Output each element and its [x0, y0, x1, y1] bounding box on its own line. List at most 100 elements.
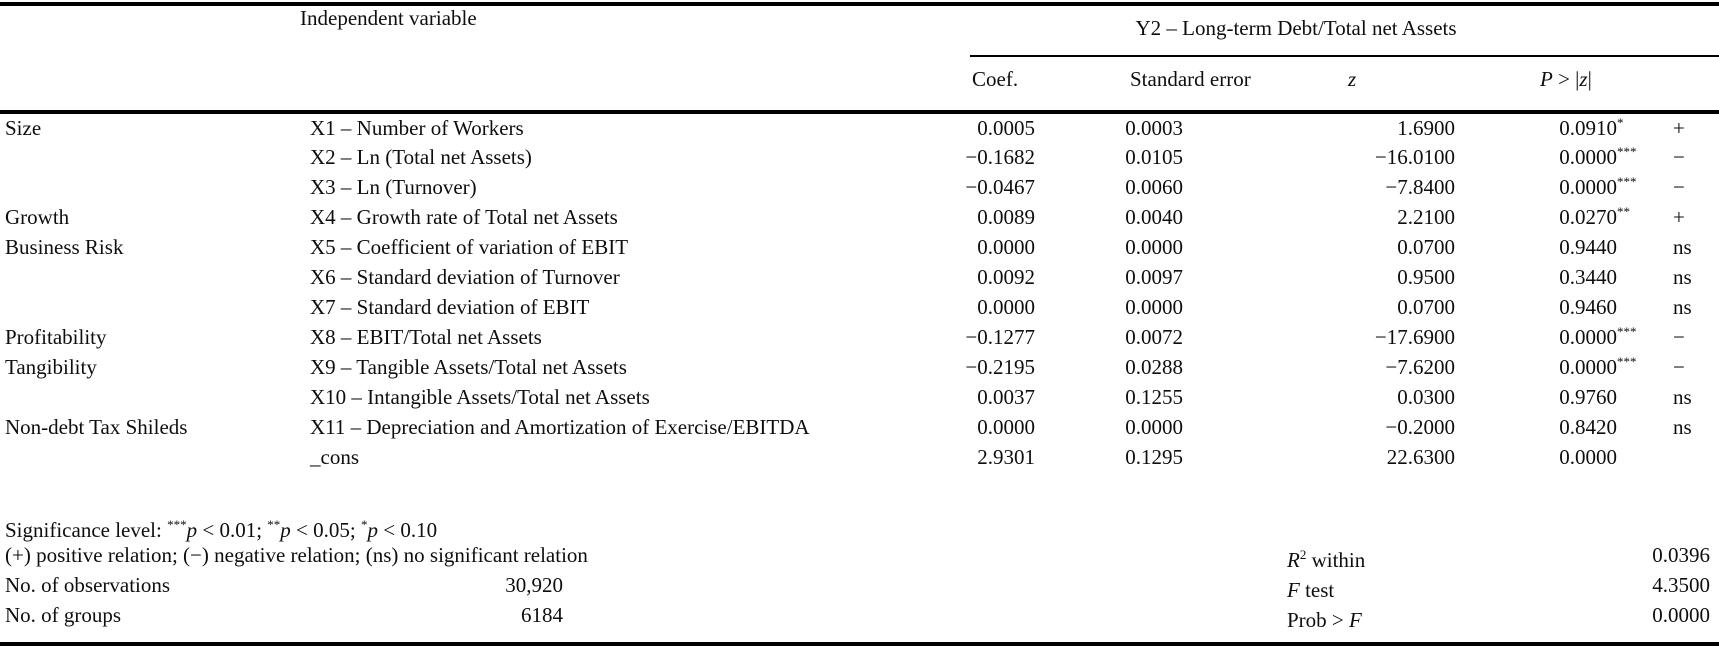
category-label — [0, 382, 300, 412]
coef-value: 0.0000 — [977, 294, 1035, 319]
z-value: 22.6300 — [1386, 444, 1455, 469]
variable-label: X11 – Depreciation and Amortization of E… — [310, 414, 810, 439]
relation-sign — [1622, 442, 1719, 472]
significance-note: Significance level: ***p < 0.01; **p < 0… — [5, 517, 438, 542]
z-value: −7.6200 — [1385, 354, 1455, 379]
relation-sign: ns — [1673, 264, 1692, 289]
p-value: 0.0000*** — [1559, 174, 1637, 199]
variable-label: X10 – Intangible Assets/Total net Assets — [310, 384, 650, 409]
table-notes: Significance level: ***p < 0.01; **p < 0… — [0, 472, 1719, 642]
se-value: 0.0105 — [1125, 144, 1183, 169]
z-value: 0.0700 — [1397, 234, 1455, 259]
blank-cell — [300, 57, 900, 114]
se-value: 0.0000 — [1125, 294, 1183, 319]
z-value: −0.2000 — [1385, 414, 1455, 439]
z-value: −16.0100 — [1374, 144, 1455, 169]
p-value-column-header: P > |z| — [1460, 57, 1622, 114]
p-value: 0.8420 — [1460, 412, 1622, 442]
z-value: 2.2100 — [1397, 204, 1455, 229]
p-number: 0.9440 — [1559, 234, 1617, 259]
observations-row: No. of observations 30,920 F test 4.3500 — [0, 570, 1719, 602]
p-number: 0.0910 — [1559, 116, 1617, 140]
r-squared-within-value: 0.0396 — [1652, 543, 1710, 567]
category-label: Size — [5, 115, 42, 140]
relation-sign: − — [1673, 174, 1685, 199]
variable-label: X3 – Ln (Turnover) — [310, 174, 477, 199]
f-test-label: F test — [1287, 578, 1335, 602]
z-value: 0.9500 — [1397, 264, 1455, 289]
table-row: X10 – Intangible Assets/Total net Assets… — [0, 382, 1719, 412]
z-value: −17.6900 — [1374, 324, 1455, 349]
p-value: 0.9760 — [1460, 382, 1622, 412]
p-number: 0.0270 — [1559, 205, 1617, 229]
r-squared-within-label: R2 within — [1287, 547, 1366, 572]
independent-variable-header: Independent variable — [300, 6, 477, 30]
relation-sign: ns — [1673, 234, 1692, 259]
relation-sign: − — [1673, 144, 1685, 169]
group-underline: Y2 – Long-term Debt/Total net Assets — [970, 6, 1719, 57]
p-number: 0.0000 — [1559, 325, 1617, 349]
p-number: 0.3440 — [1559, 264, 1617, 289]
variable-label: X9 – Tangible Assets/Total net Assets — [310, 354, 627, 379]
table-row: X2 – Ln (Total net Assets) −0.1682 0.010… — [0, 142, 1719, 172]
se-value: 0.1295 — [1125, 444, 1183, 469]
category-label — [0, 442, 300, 472]
se-value: 0.0040 — [1125, 204, 1183, 229]
category-label: Tangibility — [5, 354, 97, 379]
relation-note-row: (+) positive relation; (−) negative rela… — [0, 540, 1719, 572]
prob-f-value: 0.0000 — [1652, 603, 1710, 627]
coef-value: 0.0092 — [977, 264, 1035, 289]
category-label: Business Risk — [5, 234, 124, 259]
relation-sign: − — [1673, 324, 1685, 349]
blank-cell — [0, 6, 300, 57]
group-header-row: Independent variable Y2 – Long-term Debt… — [0, 6, 1719, 57]
p-value: 0.0000 — [1460, 442, 1622, 472]
groups-row: No. of groups 6184 Prob > F 0.0000 — [0, 600, 1719, 632]
p-value: 0.9440 — [1460, 232, 1622, 262]
relation-sign: ns — [1673, 384, 1692, 409]
p-value: 0.0000*** — [1559, 144, 1637, 169]
p-value: 0.3440 — [1460, 262, 1622, 292]
coef-value: 0.0005 — [977, 115, 1035, 140]
category-label: Non-debt Tax Shileds — [5, 414, 188, 439]
coef-value: −0.0467 — [965, 174, 1035, 199]
table-row: Business Risk X5 – Coefficient of variat… — [0, 232, 1719, 262]
coef-value: 2.9301 — [977, 444, 1035, 469]
category-label — [0, 142, 300, 172]
category-label — [0, 172, 300, 202]
p-number: 0.0000 — [1559, 175, 1617, 199]
se-value: 0.0072 — [1125, 324, 1183, 349]
variable-label: X4 – Growth rate of Total net Assets — [310, 204, 618, 229]
se-value: 0.1255 — [1125, 384, 1183, 409]
z-value: 0.0300 — [1397, 384, 1455, 409]
variable-label: X6 – Standard deviation of Turnover — [310, 264, 620, 289]
table-row: Growth X4 – Growth rate of Total net Ass… — [0, 202, 1719, 232]
coef-value: 0.0000 — [977, 234, 1035, 259]
significance-note-row: Significance level: ***p < 0.01; **p < 0… — [0, 510, 1719, 542]
category-label: Profitability — [5, 324, 107, 349]
group-title: Y2 – Long-term Debt/Total net Assets — [1135, 16, 1457, 40]
stars-three: *** — [167, 517, 187, 532]
dependent-variable-group-header: Y2 – Long-term Debt/Total net Assets — [900, 6, 1719, 57]
stars-two: ** — [267, 517, 281, 532]
relation-sign: ns — [1673, 294, 1692, 319]
observations-value: 30,920 — [505, 573, 563, 597]
variable-label: X1 – Number of Workers — [310, 115, 524, 140]
p-number: 0.8420 — [1559, 414, 1617, 439]
stars-one: * — [360, 517, 368, 532]
groups-label: No. of groups — [5, 603, 122, 627]
table-row: _cons 2.9301 0.1295 22.6300 0.0000 — [0, 442, 1719, 472]
f-test-value: 4.3500 — [1652, 573, 1710, 597]
variable-label: X7 – Standard deviation of EBIT — [310, 294, 590, 319]
z-value: −7.8400 — [1385, 174, 1455, 199]
table-row: X6 – Standard deviation of Turnover 0.00… — [0, 262, 1719, 292]
se-value: 0.0097 — [1125, 264, 1183, 289]
table-row: Size X1 – Number of Workers 0.0005 0.000… — [0, 112, 1719, 142]
z-value: 0.0700 — [1397, 294, 1455, 319]
se-value: 0.0288 — [1125, 354, 1183, 379]
table-row: Tangibility X9 – Tangible Assets/Total n… — [0, 352, 1719, 382]
p-number: 0.0000 — [1559, 444, 1617, 469]
z-value: 1.6900 — [1397, 115, 1455, 140]
relation-sign: + — [1673, 115, 1685, 140]
coef-value: 0.0089 — [977, 204, 1035, 229]
